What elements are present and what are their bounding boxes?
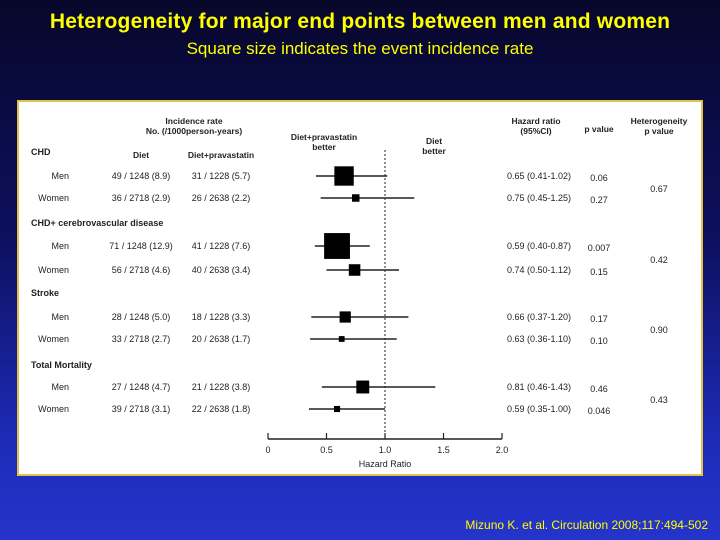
header-diet-better: Diet <box>426 136 442 146</box>
hazard-ratio-text: 0.75 (0.45-1.25) <box>507 193 571 203</box>
pravastatin-incidence: 21 / 1228 (3.8) <box>192 382 251 392</box>
heterogeneity-p-value: 0.42 <box>650 255 668 265</box>
hr-square <box>352 194 360 202</box>
diet-incidence: 49 / 1248 (8.9) <box>112 171 171 181</box>
p-value: 0.15 <box>590 267 608 277</box>
hazard-ratio-text: 0.65 (0.41-1.02) <box>507 171 571 181</box>
group-label: CHD+ cerebrovascular disease <box>31 218 163 228</box>
pravastatin-incidence: 31 / 1228 (5.7) <box>192 171 251 181</box>
hr-square <box>333 405 341 413</box>
hr-square <box>348 264 361 276</box>
diet-incidence: 71 / 1248 (12.9) <box>109 241 173 251</box>
header-p-value: p value <box>584 124 614 134</box>
header-pravastatin-better: Diet+pravastatin <box>291 132 357 142</box>
hr-square <box>338 336 345 342</box>
pravastatin-incidence: 41 / 1228 (7.6) <box>192 241 251 251</box>
hazard-ratio-text: 0.59 (0.40-0.87) <box>507 241 571 251</box>
header-diet: Diet <box>133 150 149 160</box>
row-label: Women <box>38 265 69 275</box>
pravastatin-incidence: 22 / 2638 (1.8) <box>192 404 251 414</box>
citation: Mizuno K. et al. Circulation 2008;117:49… <box>465 518 708 532</box>
hr-square <box>339 311 351 323</box>
p-value: 0.046 <box>588 406 611 416</box>
diet-incidence: 33 / 2718 (2.7) <box>112 334 171 344</box>
x-tick-label: 2.0 <box>496 445 509 455</box>
header-incidence: No. (/1000person-years) <box>146 126 243 136</box>
diet-incidence: 36 / 2718 (2.9) <box>112 193 171 203</box>
row-label: Men <box>51 241 69 251</box>
row-label: Women <box>38 193 69 203</box>
hazard-ratio-text: 0.63 (0.36-1.10) <box>507 334 571 344</box>
header-incidence: Incidence rate <box>165 116 222 126</box>
group-label: Total Mortality <box>31 360 92 370</box>
heterogeneity-p-value: 0.67 <box>650 184 668 194</box>
x-tick-label: 0 <box>265 445 270 455</box>
p-value: 0.46 <box>590 384 608 394</box>
pravastatin-incidence: 20 / 2638 (1.7) <box>192 334 251 344</box>
group-label: Stroke <box>31 288 59 298</box>
row-label: Men <box>51 312 69 322</box>
slide-title: Heterogeneity for major end points betwe… <box>49 10 671 33</box>
hr-square <box>356 380 370 394</box>
hazard-ratio-text: 0.81 (0.46-1.43) <box>507 382 571 392</box>
p-value: 0.007 <box>588 243 611 253</box>
forest-plot-panel: Incidence rate No. (/1000person-years) Die… <box>17 100 703 476</box>
header-heterogeneity: p value <box>644 126 674 136</box>
diet-incidence: 39 / 2718 (3.1) <box>112 404 171 414</box>
p-value: 0.06 <box>590 173 608 183</box>
row-label: Men <box>51 171 69 181</box>
p-value: 0.17 <box>590 314 608 324</box>
p-value: 0.27 <box>590 195 608 205</box>
group-label: CHD <box>31 147 51 157</box>
x-tick-label: 1.5 <box>437 445 450 455</box>
pravastatin-incidence: 18 / 1228 (3.3) <box>192 312 251 322</box>
header-hazard-ratio: (95%CI) <box>520 126 551 136</box>
row-label: Women <box>38 334 69 344</box>
diet-incidence: 56 / 2718 (4.6) <box>112 265 171 275</box>
row-label: Women <box>38 404 69 414</box>
diet-incidence: 27 / 1248 (4.7) <box>112 382 171 392</box>
heterogeneity-p-value: 0.43 <box>650 395 668 405</box>
slide-subtitle: Square size indicates the event incidenc… <box>186 39 534 58</box>
hazard-ratio-text: 0.59 (0.35-1.00) <box>507 404 571 414</box>
hazard-ratio-text: 0.74 (0.50-1.12) <box>507 265 571 275</box>
hazard-ratio-text: 0.66 (0.37-1.20) <box>507 312 571 322</box>
pravastatin-incidence: 40 / 2638 (3.4) <box>192 265 251 275</box>
header-hazard-ratio: Hazard ratio <box>511 116 560 126</box>
header-pravastatin-better: better <box>312 142 336 152</box>
hr-square <box>324 233 350 259</box>
x-tick-label: 0.5 <box>320 445 333 455</box>
hr-square <box>334 166 354 186</box>
row-label: Men <box>51 382 69 392</box>
x-tick-label: 1.0 <box>379 445 392 455</box>
p-value: 0.10 <box>590 336 608 346</box>
header-diet-better: better <box>422 146 446 156</box>
diet-incidence: 28 / 1248 (5.0) <box>112 312 171 322</box>
heterogeneity-p-value: 0.90 <box>650 325 668 335</box>
header-diet-pravastatin: Diet+pravastatin <box>188 150 254 160</box>
pravastatin-incidence: 26 / 2638 (2.2) <box>192 193 251 203</box>
x-axis-label: Hazard Ratio <box>359 459 412 469</box>
header-heterogeneity: Heterogeneity <box>631 116 688 126</box>
